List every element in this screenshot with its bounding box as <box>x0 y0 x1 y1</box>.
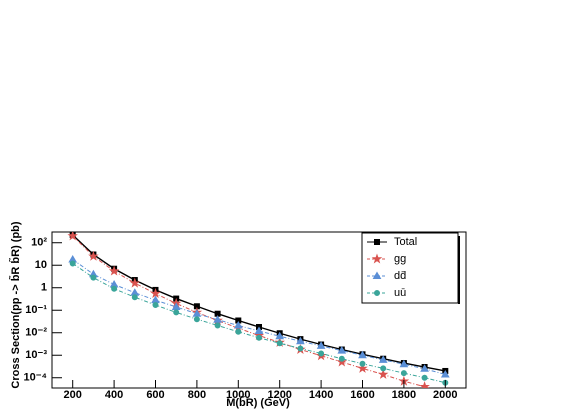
point <box>337 346 347 354</box>
point <box>88 250 99 261</box>
point <box>297 345 304 352</box>
point <box>316 341 326 349</box>
point <box>256 334 262 341</box>
point <box>399 359 409 368</box>
x-tick-label: 1000 <box>226 389 250 401</box>
point <box>111 285 118 292</box>
legend-marker <box>371 253 383 264</box>
legend-marker <box>372 271 382 279</box>
y-tick-label: 10⁻² <box>25 327 47 339</box>
point <box>421 374 428 381</box>
point <box>420 364 429 372</box>
plot-area <box>67 232 450 388</box>
y-axis-label: Cross Section(pp -> b̃R b̃R) (pb) <box>9 221 22 388</box>
point <box>67 232 78 241</box>
point <box>377 368 389 379</box>
point <box>235 328 242 335</box>
point <box>358 350 367 359</box>
x-tick-label: 1800 <box>392 389 416 401</box>
x-tick-label: 1600 <box>350 389 374 401</box>
point <box>400 370 407 377</box>
legend-marker <box>374 239 380 245</box>
point <box>296 336 305 345</box>
point <box>419 381 430 388</box>
point <box>440 369 450 378</box>
y-tick-label: 10⁻¹ <box>25 304 47 316</box>
y-tick-label: 10² <box>31 237 47 249</box>
x-tick-label: 2000 <box>433 389 457 401</box>
point <box>152 302 159 309</box>
legend-label: dd̄ <box>394 270 406 282</box>
x-tick-label: 400 <box>105 389 123 401</box>
legend-label: uū <box>394 287 406 299</box>
point <box>233 320 243 329</box>
point <box>357 362 368 373</box>
point <box>213 315 222 323</box>
x-axis-label: M(b̃R) (GeV) <box>226 396 290 409</box>
x-tick-label: 600 <box>146 389 164 401</box>
y-tick-label: 10⁻³ <box>25 349 47 361</box>
point <box>380 365 387 372</box>
point <box>90 274 97 281</box>
y-tick-label: 1 <box>41 282 47 294</box>
point <box>131 294 138 301</box>
point <box>150 288 161 299</box>
point <box>318 350 325 357</box>
legend-marker <box>374 290 380 296</box>
x-tick-label: 1200 <box>267 389 291 401</box>
x-tick-label: 200 <box>64 389 82 401</box>
point <box>214 322 221 329</box>
point <box>359 360 366 367</box>
point <box>108 265 120 276</box>
point <box>69 260 76 267</box>
x-tick-label: 800 <box>188 389 206 401</box>
y-tick-label: 10 <box>35 259 47 271</box>
legend-label: Total <box>394 236 417 248</box>
legend-label: gg <box>394 253 406 265</box>
y-tick-label: 10⁻⁴ <box>24 372 47 384</box>
point <box>173 309 180 316</box>
point <box>193 316 200 323</box>
point <box>275 331 285 340</box>
x-tick-label: 1400 <box>309 389 333 401</box>
point <box>338 355 345 362</box>
point <box>254 326 264 334</box>
point <box>129 277 141 288</box>
point <box>276 340 283 347</box>
point <box>378 355 388 363</box>
